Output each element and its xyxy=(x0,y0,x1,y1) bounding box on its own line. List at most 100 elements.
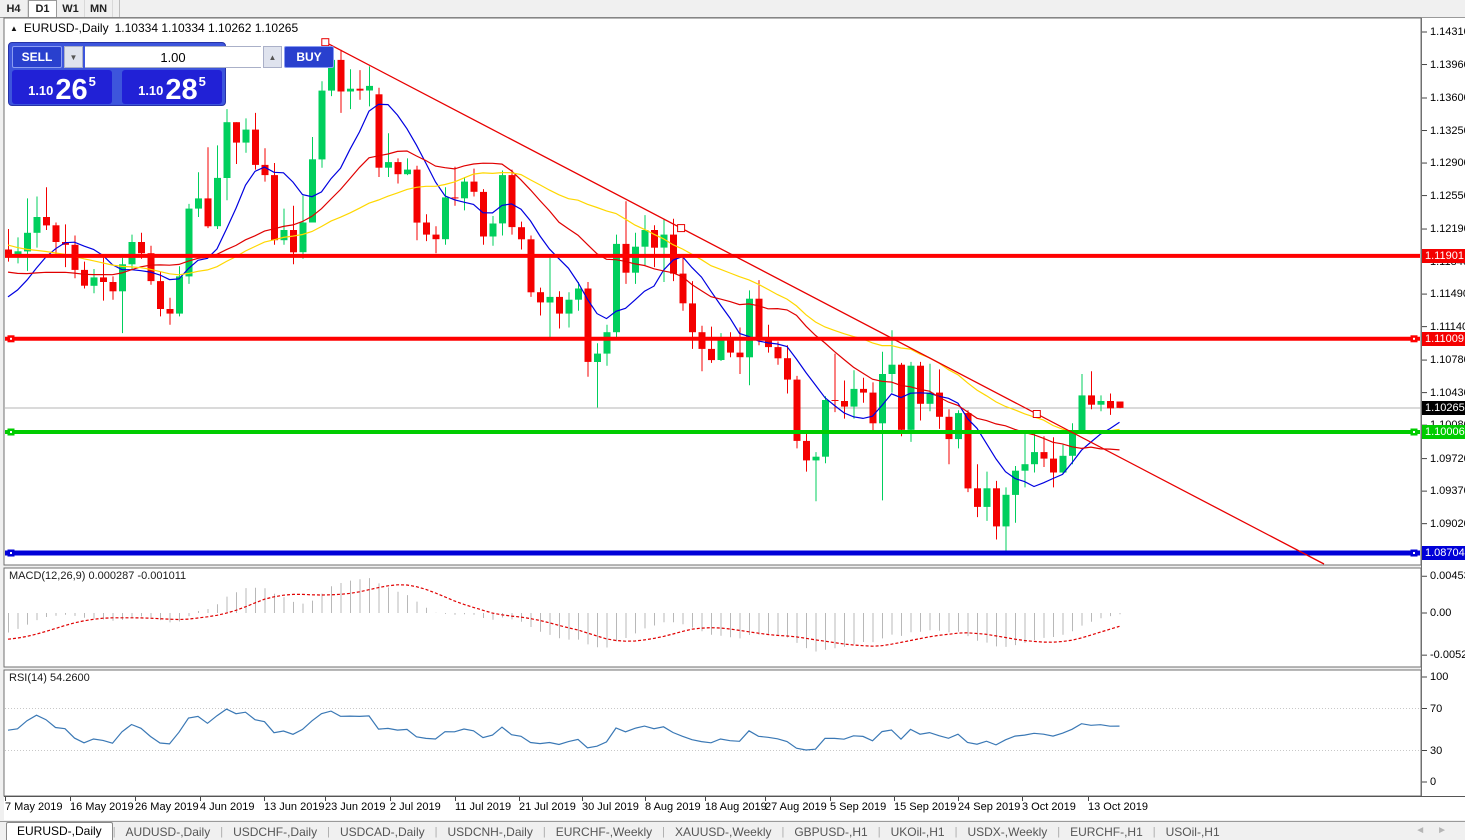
chart-tab-usdchf-daily[interactable]: USDCHF-,Daily xyxy=(233,825,318,839)
candle-body xyxy=(1069,432,1076,456)
rsi-pane xyxy=(3,669,1422,797)
candle-body xyxy=(575,288,582,300)
lot-increase-button[interactable]: ▲ xyxy=(263,46,282,68)
line-handle-dot xyxy=(10,431,12,434)
candle-body xyxy=(632,246,639,273)
chart-tab-gbpusd-h1[interactable]: GBPUSD-,H1 xyxy=(794,825,868,839)
price-tick-label: 1.11140 xyxy=(1430,321,1465,333)
timeframe-mn-button[interactable]: MN xyxy=(85,0,113,17)
tab-separator: | xyxy=(434,826,438,838)
candle-body xyxy=(43,217,50,226)
chart-title: ▲ EURUSD-,Daily 1.10334 1.10334 1.10262 … xyxy=(10,21,298,35)
candle-body xyxy=(461,181,468,199)
buy-price-button[interactable]: 1.10 28 5 xyxy=(122,70,222,105)
candle-body xyxy=(442,197,449,240)
chart-tab-ukoil-h1[interactable]: UKOil-,H1 xyxy=(890,825,945,839)
resistance-line-badge-2: 1.11009 xyxy=(1422,332,1465,346)
candle-body xyxy=(907,365,915,430)
candle-body xyxy=(850,388,858,407)
candle-body xyxy=(746,298,753,358)
tab-scroll-right-icon[interactable]: ► xyxy=(1437,825,1459,836)
chart-tab-eurchf-h1[interactable]: EURCHF-,H1 xyxy=(1070,825,1143,839)
candle-body xyxy=(689,303,696,333)
sell-price-big: 26 xyxy=(55,74,88,106)
candle-body xyxy=(119,264,126,292)
candle-body xyxy=(356,88,364,91)
candle-body xyxy=(451,197,459,199)
candle-body xyxy=(841,401,848,407)
collapse-chart-icon[interactable]: ▲ xyxy=(10,23,18,33)
rsi-scale-label: 70 xyxy=(1430,703,1443,715)
candle-body xyxy=(185,208,193,277)
candle-body xyxy=(347,88,354,92)
price-tick-label: 1.12900 xyxy=(1430,157,1465,169)
time-axis-strip xyxy=(4,797,1465,820)
candle-body xyxy=(480,191,487,237)
time-axis-label: 23 Jun 2019 xyxy=(325,801,386,813)
time-axis-label: 15 Sep 2019 xyxy=(894,801,957,813)
candle-body xyxy=(936,392,943,417)
candle-body xyxy=(1107,401,1114,409)
tab-separator: | xyxy=(1057,826,1061,838)
time-axis-label: 16 May 2019 xyxy=(70,801,134,813)
rsi-scale-label: 30 xyxy=(1430,745,1443,757)
lot-size-input[interactable] xyxy=(85,46,261,68)
time-axis-label: 27 Aug 2019 xyxy=(765,801,827,813)
tab-separator: | xyxy=(662,826,666,838)
chart-tab-audusd-daily[interactable]: AUDUSD-,Daily xyxy=(125,825,211,839)
chart-tab-eurusd-daily[interactable]: EURUSD-,Daily xyxy=(6,822,113,840)
rsi-line xyxy=(7,708,1120,751)
candle-body xyxy=(869,392,877,424)
time-axis-label: 7 May 2019 xyxy=(5,801,63,813)
timeframe-h4-button[interactable]: H4 xyxy=(0,0,28,17)
candle-body xyxy=(299,222,307,253)
sell-price-button[interactable]: 1.10 26 5 xyxy=(12,70,112,106)
candle-body xyxy=(708,348,715,361)
price-tick-label: 1.13960 xyxy=(1430,59,1465,71)
tab-scroll-left-icon[interactable]: ◄ xyxy=(1415,825,1438,836)
chart-tab-usdcad-daily[interactable]: USDCAD-,Daily xyxy=(339,825,425,839)
timeframe-d1-button[interactable]: D1 xyxy=(28,0,57,17)
candle-body xyxy=(822,400,829,457)
candle-body xyxy=(62,242,69,245)
candle-body xyxy=(1116,401,1124,408)
sell-button[interactable]: SELL xyxy=(12,46,62,68)
tab-separator: | xyxy=(220,826,224,838)
candle-body xyxy=(917,365,924,404)
time-axis-label: 18 Aug 2019 xyxy=(705,801,767,813)
candle-body xyxy=(176,276,183,314)
support-line-badge-green: 1.10006 xyxy=(1422,425,1465,439)
buy-button[interactable]: BUY xyxy=(284,46,334,68)
current-price-badge: 1.10265 xyxy=(1422,401,1465,415)
time-axis-label: 8 Aug 2019 xyxy=(645,801,701,813)
time-axis-label: 13 Oct 2019 xyxy=(1088,801,1148,813)
candle-body xyxy=(109,282,117,292)
chart-tab-usdcnh-daily[interactable]: USDCNH-,Daily xyxy=(447,825,533,839)
price-chart-canvas[interactable] xyxy=(0,0,1465,821)
candle-body xyxy=(318,90,326,160)
macd-signal-line xyxy=(7,584,1120,647)
ma-medium-line xyxy=(7,150,1120,451)
candle-body xyxy=(594,353,601,362)
tab-separator: | xyxy=(1152,826,1156,838)
chart-tab-eurchf-weekly[interactable]: EURCHF-,Weekly xyxy=(555,825,653,839)
candle-body xyxy=(328,59,335,91)
candle-body xyxy=(90,277,98,286)
candle-body xyxy=(1002,494,1010,527)
lot-decrease-button[interactable]: ▼ xyxy=(64,46,83,68)
chart-tab-xauusd-weekly[interactable]: XAUUSD-,Weekly xyxy=(675,825,772,839)
candle-body xyxy=(584,288,592,362)
candle-body xyxy=(375,94,383,168)
candle-body xyxy=(24,232,31,252)
timeframe-w1-button[interactable]: W1 xyxy=(57,0,85,17)
chart-tab-usdx-weekly[interactable]: USDX-,Weekly xyxy=(967,825,1048,839)
tab-scroll-arrows: ◄► xyxy=(1415,825,1459,836)
candle-body xyxy=(1040,452,1048,459)
candle-body xyxy=(926,392,934,404)
chart-tab-usoil-h1[interactable]: USOil-,H1 xyxy=(1165,825,1220,839)
candle-body xyxy=(641,230,649,247)
candle-body xyxy=(14,251,22,255)
macd-scale-label: 0.00 xyxy=(1430,607,1452,619)
resistance-line-badge-1: 1.11901 xyxy=(1422,249,1465,263)
